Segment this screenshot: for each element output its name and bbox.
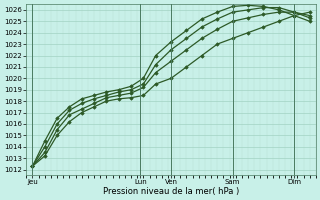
- X-axis label: Pression niveau de la mer( hPa ): Pression niveau de la mer( hPa ): [103, 187, 239, 196]
